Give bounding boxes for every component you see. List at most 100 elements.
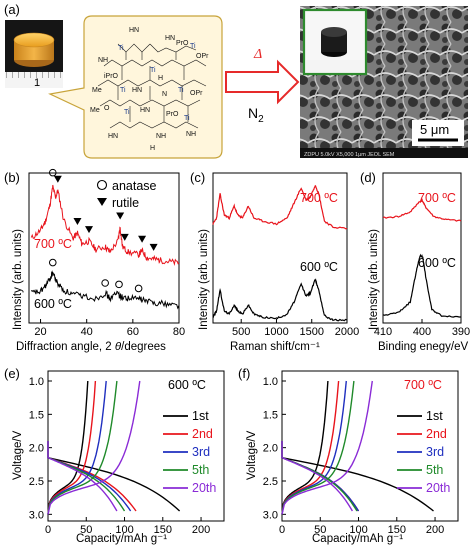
panel-d-xtick-label: 410: [374, 326, 392, 338]
panel-c-label-600: 600 ºC: [300, 260, 338, 274]
panel-d-label-600: 600 ºC: [418, 256, 456, 270]
atom-label: NH: [98, 57, 108, 64]
panel-f-legend-label: 20th: [426, 481, 450, 495]
panel-e-xlabel: Capacity/mAh g⁻¹: [76, 533, 167, 545]
panel-d-series-700: [382, 198, 462, 222]
panel-b: (b) Intensity (arb. units) Diffraction a…: [4, 170, 166, 353]
panel-f-xlabel: Capacity/mAh g⁻¹: [312, 533, 403, 545]
panel-e-charge-1st: [47, 380, 89, 515]
atom-label: NH: [156, 133, 166, 140]
panel-a-label: (a): [4, 2, 20, 17]
atom-label: H: [150, 145, 155, 152]
panel-f-xtick-label: 100: [349, 524, 367, 536]
atom-label: PrO: [176, 40, 189, 47]
panel-e-ytick-label: 2.5: [29, 476, 44, 488]
panel-e-charge-5th: [47, 380, 118, 515]
panel-e-xtick-label: 100: [115, 524, 133, 536]
panel-e-xtick-label: 200: [192, 524, 210, 536]
panel-e-charge-3rd: [47, 380, 107, 515]
panel-c-series-600: [212, 278, 348, 322]
panel-e-legend-label: 1st: [192, 409, 209, 423]
panel-d-label: (d): [360, 170, 376, 185]
bubble-shape: [48, 15, 223, 159]
rutile-marker: [138, 235, 147, 243]
panel-c-xtick-label: 500: [232, 326, 250, 338]
panel-c-xtick-label: 1000: [264, 326, 288, 338]
panel-c-xtick-label: 1500: [299, 326, 323, 338]
atom-label: Me: [90, 107, 100, 114]
panel-f-charge-20th: [281, 380, 373, 515]
scale-bar-box: [412, 120, 464, 146]
panel-f-discharge-20th: [281, 441, 354, 512]
atom-label: Ti: [190, 43, 196, 50]
panel-a: (a) 1 HN HN Ti Ti: [4, 2, 468, 159]
atom-label: N: [162, 91, 167, 98]
panel-e-title: 600 ºC: [168, 378, 206, 392]
panel-b-label: (b): [4, 170, 20, 185]
panel-b-xlabel: Diffraction angle, 2 θ/degrees: [16, 341, 166, 353]
panel-c-xtick-label: 2000: [335, 326, 359, 338]
panel-e-ytick-label: 3.0: [29, 509, 44, 521]
panel-e: (e) Voltage/V Capacity/mAh g⁻¹ 600 ºC: [4, 366, 206, 545]
panel-e-charge-2nd: [47, 380, 97, 515]
panel-f-ytick-label: 3.0: [263, 509, 278, 521]
panel-c-label-700: 700 ºC: [300, 191, 338, 205]
panel-c: (c) Intensity (arb. units) Raman shift/c…: [190, 170, 338, 353]
panel-e-xtick-label: 0: [45, 524, 51, 536]
panel-d-xtick-label: 400: [413, 326, 431, 338]
panel-d-label-700: 700 ºC: [418, 191, 456, 205]
panel-c-ylabel: Intensity (arb. units): [198, 229, 210, 330]
atom-label: HN: [129, 27, 139, 34]
panel-d-xlabel: Binding enegy/eV: [378, 341, 468, 353]
rutile-marker: [53, 175, 62, 183]
panel-f-xtick-label: 50: [314, 524, 326, 536]
legend-anatase: anatase: [112, 179, 157, 193]
rutile-marker: [149, 243, 158, 251]
panel-e-ylabel: Voltage/V: [12, 430, 24, 480]
panel-e-discharge-1st: [47, 441, 181, 512]
anatase-marker: [48, 168, 57, 177]
panel-f-ytick-label: 2.0: [263, 443, 278, 455]
panel-b-xtick-label: 20: [34, 326, 46, 338]
xlabel-theta: θ: [115, 341, 122, 353]
panel-b-xtick-label: 60: [127, 326, 139, 338]
molecular-structure: [97, 43, 207, 129]
atom-label: H: [158, 75, 163, 82]
atom-label: HN: [132, 87, 142, 94]
sem-info-bar: [300, 148, 468, 158]
panel-b-legend: anatase rutile: [96, 179, 157, 210]
panel-f-legend-label: 3rd: [426, 445, 444, 459]
panel-f-xtick-label: 150: [388, 524, 406, 536]
panel-e-legend-label: 20th: [192, 481, 216, 495]
panel-b-xtick-label: 80: [173, 326, 185, 338]
panel-f-ytick-label: 1.0: [263, 376, 278, 388]
panel-f-title: 700 ºC: [404, 378, 442, 392]
atom-label: OPr: [196, 53, 209, 60]
atom-label: PrO: [166, 111, 179, 118]
ruler-number: 1: [34, 77, 40, 89]
atom-label: Ti: [178, 87, 184, 94]
anatase-marker: [48, 258, 57, 267]
rutile-marker: [85, 226, 93, 234]
panel-e-ytick-label: 2.0: [29, 443, 44, 455]
panel-d: (d) Intensity (arb. units) Binding enegy…: [360, 170, 468, 353]
panel-c-axes-frame: [212, 172, 348, 324]
panel-b-label-600: 600 ºC: [34, 297, 72, 311]
heat-symbol: Δ: [253, 47, 262, 62]
panel-f-ylabel: Voltage/V: [246, 430, 258, 480]
panel-f-label: (f): [238, 366, 250, 381]
rutile-marker: [73, 218, 82, 225]
panel-c-xlabel: Raman shift/cm⁻¹: [230, 341, 320, 353]
panel-e-legend-label: 3rd: [192, 445, 210, 459]
rutile-marker: [120, 233, 129, 241]
rutile-symbol: [97, 198, 107, 206]
panel-e-ytick-label: 1.0: [29, 376, 44, 388]
atom-label: iPrO: [104, 73, 119, 80]
anatase-marker: [134, 284, 143, 293]
atom-label: HN: [108, 133, 118, 140]
panel-f-xtick-label: 200: [426, 524, 444, 536]
legend-rutile: rutile: [112, 196, 139, 210]
reaction-arrow: Δ N2: [225, 47, 300, 125]
panel-f: (f) Voltage/V Capacity/mAh g⁻¹ 700 ºC: [238, 366, 442, 545]
